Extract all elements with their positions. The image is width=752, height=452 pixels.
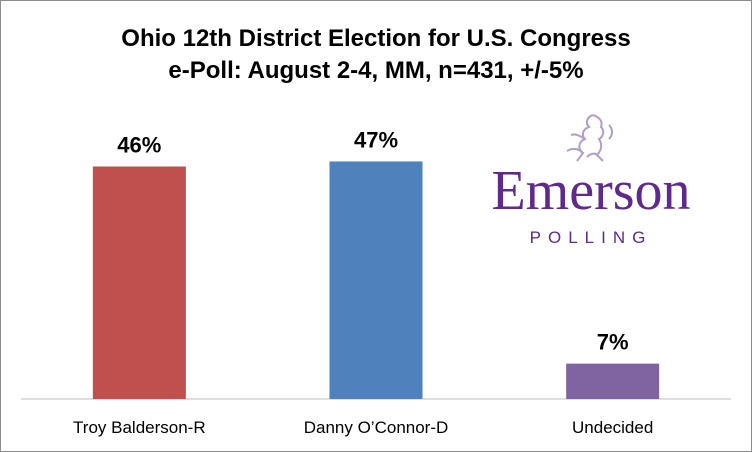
chart-title: Ohio 12th District Election for U.S. Con… — [121, 25, 631, 52]
emerson-logo: Emerson POLLING — [471, 111, 711, 251]
chart-title-block: Ohio 12th District Election for U.S. Con… — [1, 23, 751, 87]
data-label-1: 47% — [354, 127, 398, 152]
bar-1 — [329, 161, 423, 399]
x-tick-label-1: Danny O’Connor-D — [304, 418, 449, 437]
data-label-0: 46% — [117, 132, 161, 157]
bar-2 — [566, 363, 660, 399]
x-tick-label-0: Troy Balderson-R — [73, 418, 206, 437]
x-tick-label-2: Undecided — [572, 418, 653, 437]
logo-subtitle: POLLING — [529, 228, 653, 247]
lion-crest-icon — [566, 114, 613, 162]
logo-wordmark: Emerson — [491, 160, 691, 222]
bar-0 — [92, 166, 186, 399]
chart-subtitle: e-Poll: August 2-4, MM, n=431, +/-5% — [168, 57, 584, 84]
data-label-2: 7% — [597, 330, 629, 355]
